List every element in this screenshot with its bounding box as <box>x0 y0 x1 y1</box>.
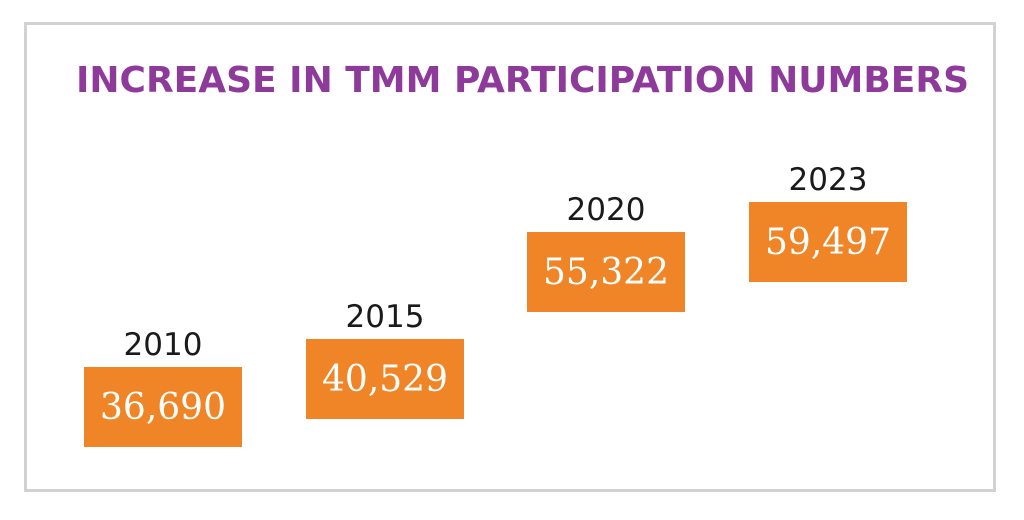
chart-title: INCREASE IN TMM PARTICIPATION NUMBERS <box>76 60 970 101</box>
year-label-2015: 2015 <box>345 299 425 335</box>
year-label-2010: 2010 <box>123 327 203 363</box>
value-box-2023: 59,497 <box>749 202 907 282</box>
value-box-2020: 55,322 <box>527 232 685 312</box>
year-label-2023: 2023 <box>788 162 868 198</box>
value-box-2010: 36,690 <box>84 367 242 447</box>
value-box-2015: 40,529 <box>306 339 464 419</box>
year-label-2020: 2020 <box>566 192 646 228</box>
